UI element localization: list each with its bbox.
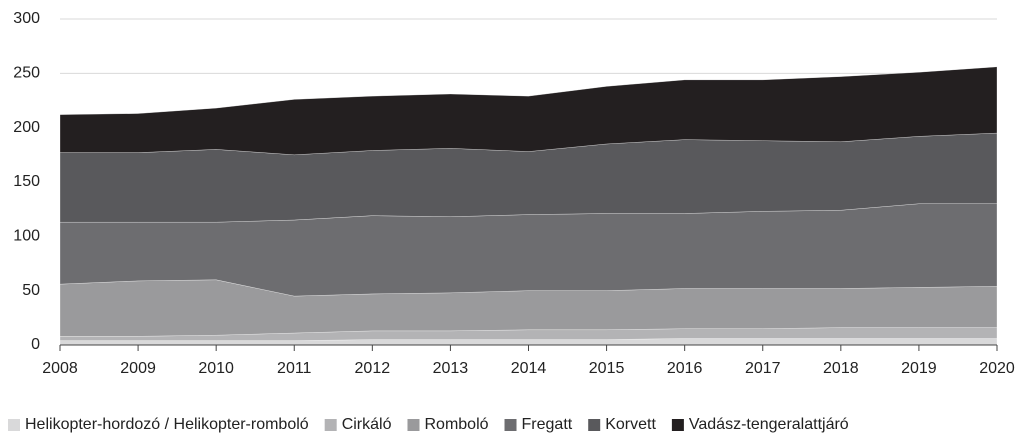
x-tick-label: 2017 — [745, 360, 781, 377]
legend-swatch — [324, 419, 337, 431]
x-tick-label: 2008 — [42, 360, 78, 377]
x-tick-label: 2011 — [277, 360, 312, 377]
x-tick-label: 2010 — [198, 360, 234, 377]
legend-label: Romboló — [424, 416, 488, 433]
y-tick-label: 0 — [31, 336, 40, 353]
x-tick-label: 2016 — [667, 360, 703, 377]
y-tick-label: 200 — [13, 119, 40, 136]
legend-label: Cirkáló — [342, 416, 392, 433]
legend-label: Helikopter-hordozó / Helikopter-romboló — [25, 416, 309, 433]
x-tick-label: 2014 — [511, 360, 547, 377]
legend-swatch — [671, 419, 684, 431]
areas — [59, 66, 998, 346]
x-tick-label: 2012 — [355, 360, 391, 377]
legend-label: Fregatt — [522, 416, 573, 433]
legend-label: Korvett — [605, 416, 656, 433]
x-tick-label: 2009 — [120, 360, 156, 377]
legend-swatch — [504, 419, 517, 431]
y-tick-label: 100 — [13, 228, 40, 245]
legend-swatch — [8, 419, 20, 431]
x-tick-label: 2018 — [823, 360, 859, 377]
x-tick-label: 2013 — [433, 360, 469, 377]
x-tick-label: 2019 — [901, 360, 937, 377]
y-tick-label: 250 — [13, 65, 40, 82]
y-tick-label: 50 — [22, 282, 40, 299]
x-tick-label: 2020 — [979, 360, 1015, 377]
y-tick-label: 150 — [13, 173, 40, 190]
area — [59, 66, 998, 155]
legend-swatch — [588, 419, 601, 431]
x-tick-label: 2015 — [589, 360, 625, 377]
legend-swatch — [407, 419, 420, 431]
legend-label: Vadász-tengeralattjáró — [689, 416, 849, 433]
y-tick-label: 300 — [13, 10, 40, 27]
